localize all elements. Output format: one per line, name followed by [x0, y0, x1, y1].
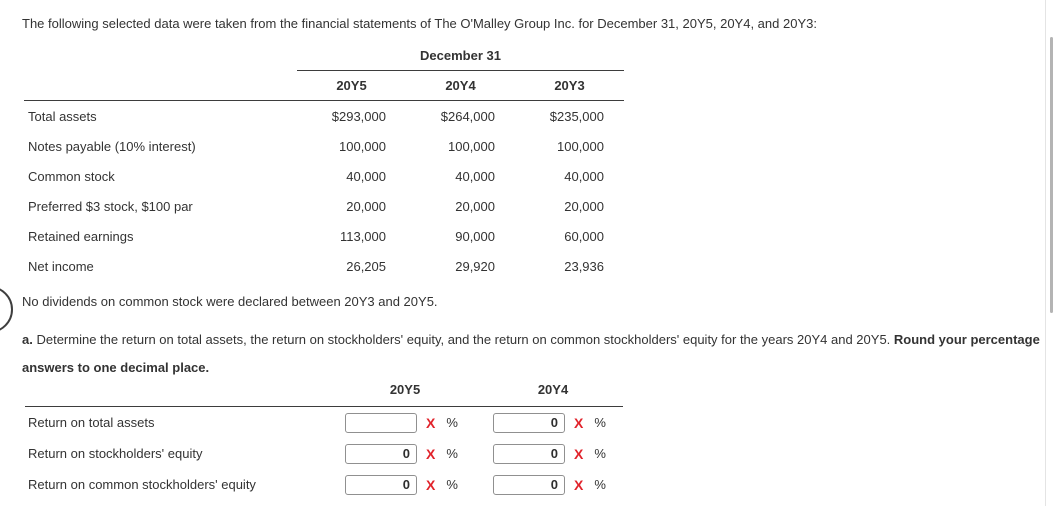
- value-cell-20y5: 113,000: [339, 228, 386, 244]
- table-row-common-stock: Common stock 40,000 40,000 40,000: [24, 161, 624, 191]
- answer-cell-20y4: X %: [493, 443, 613, 464]
- answer-cell-20y4: X %: [493, 412, 613, 433]
- column-gap: [465, 382, 493, 397]
- row-label: Common stock: [28, 168, 115, 184]
- value-cell-20y4: 40,000: [455, 168, 495, 184]
- scrollbar-thumb[interactable]: [1050, 37, 1053, 313]
- partial-circle-decoration: [0, 286, 13, 333]
- table-row-net-income: Net income 26,205 29,920 23,936: [24, 251, 624, 281]
- answer-cell-20y4: X %: [493, 474, 613, 495]
- empty-label-cell: [25, 382, 345, 397]
- value-cell-20y4: $264,000: [440, 108, 495, 124]
- table-row-total-assets: Total assets $293,000 $264,000 $235,000: [24, 101, 624, 131]
- answer-column-header-20y4: 20Y4: [537, 382, 569, 397]
- value-cell-20y5: 26,205: [346, 258, 386, 274]
- row-label: Total assets: [28, 108, 97, 124]
- answer-input-return-total-assets-20y4[interactable]: [493, 412, 565, 433]
- question-body: Determine the return on total assets, th…: [36, 332, 891, 347]
- question-instruction-bold: Round your percentage answers to one dec…: [22, 332, 1040, 375]
- answer-cell-20y5: X %: [345, 443, 465, 464]
- row-label: Return on stockholders' equity: [28, 446, 203, 461]
- answer-cell-20y5: X %: [345, 474, 465, 495]
- answer-cell-20y5: X %: [345, 412, 465, 433]
- answer-input-return-stockholders-equity-20y5[interactable]: [345, 443, 417, 464]
- incorrect-mark-icon: X: [426, 445, 436, 462]
- answer-input-return-stockholders-equity-20y4[interactable]: [493, 443, 565, 464]
- value-cell-20y3: 23,936: [564, 258, 604, 274]
- percent-label: %: [594, 415, 606, 430]
- answer-input-return-common-stockholders-equity-20y4[interactable]: [493, 474, 565, 495]
- question-part-label: a.: [22, 332, 33, 347]
- value-cell-20y3: 20,000: [564, 198, 604, 214]
- value-cell-20y4: 100,000: [448, 138, 495, 154]
- answer-row-return-stockholders-equity: Return on stockholders' equity X % X %: [25, 438, 623, 469]
- answer-header-row: 20Y5 20Y4: [25, 382, 623, 407]
- answer-input-return-total-assets-20y5[interactable]: [345, 412, 417, 433]
- note-text: No dividends on common stock were declar…: [22, 294, 438, 309]
- content-right-border: [1045, 0, 1046, 506]
- row-label: Net income: [28, 258, 94, 274]
- percent-label: %: [446, 477, 458, 492]
- row-label: Retained earnings: [28, 228, 134, 244]
- value-cell-20y4: 29,920: [455, 258, 495, 274]
- table-row-preferred-stock: Preferred $3 stock, $100 par 20,000 20,0…: [24, 191, 624, 221]
- row-label: Return on common stockholders' equity: [28, 477, 256, 492]
- column-header-20y3: 20Y3: [554, 78, 585, 93]
- value-cell-20y3: $235,000: [549, 108, 604, 124]
- percent-label: %: [594, 477, 606, 492]
- table-row-retained-earnings: Retained earnings 113,000 90,000 60,000: [24, 221, 624, 251]
- value-cell-20y3: 40,000: [564, 168, 604, 184]
- percent-label: %: [446, 446, 458, 461]
- incorrect-mark-icon: X: [426, 476, 436, 493]
- row-label: Preferred $3 stock, $100 par: [28, 198, 193, 214]
- financial-data-table: December 31 20Y5 20Y4 20Y3 Total assets …: [24, 46, 624, 281]
- answer-input-return-common-stockholders-equity-20y5[interactable]: [345, 474, 417, 495]
- percent-label: %: [446, 415, 458, 430]
- row-label: Notes payable (10% interest): [28, 138, 196, 154]
- value-cell-20y4: 20,000: [455, 198, 495, 214]
- table-row-notes-payable: Notes payable (10% interest) 100,000 100…: [24, 131, 624, 161]
- value-cell-20y4: 90,000: [455, 228, 495, 244]
- question-text: a. Determine the return on total assets,…: [22, 326, 1042, 382]
- value-cell-20y5: $293,000: [331, 108, 386, 124]
- column-header-20y5: 20Y5: [336, 78, 367, 93]
- december-31-group-header: December 31: [297, 46, 624, 71]
- answer-column-header-20y5: 20Y5: [389, 382, 421, 397]
- percent-label: %: [594, 446, 606, 461]
- value-cell-20y3: 60,000: [564, 228, 604, 244]
- column-header-20y4: 20Y4: [445, 78, 476, 93]
- answer-table: 20Y5 20Y4 Return on total assets X % X %…: [25, 382, 623, 500]
- answer-row-return-total-assets: Return on total assets X % X %: [25, 407, 623, 438]
- answer-row-return-common-stockholders-equity: Return on common stockholders' equity X …: [25, 469, 623, 500]
- intro-text: The following selected data were taken f…: [22, 16, 817, 31]
- value-cell-20y5: 100,000: [339, 138, 386, 154]
- empty-label-cell: [24, 46, 297, 71]
- row-label: Return on total assets: [28, 415, 155, 430]
- incorrect-mark-icon: X: [574, 476, 584, 493]
- value-cell-20y5: 20,000: [346, 198, 386, 214]
- incorrect-mark-icon: X: [574, 414, 584, 431]
- value-cell-20y5: 40,000: [346, 168, 386, 184]
- value-cell-20y3: 100,000: [557, 138, 604, 154]
- incorrect-mark-icon: X: [426, 414, 436, 431]
- group-header-row: December 31: [24, 46, 624, 71]
- year-header-row: 20Y5 20Y4 20Y3: [24, 71, 624, 101]
- incorrect-mark-icon: X: [574, 445, 584, 462]
